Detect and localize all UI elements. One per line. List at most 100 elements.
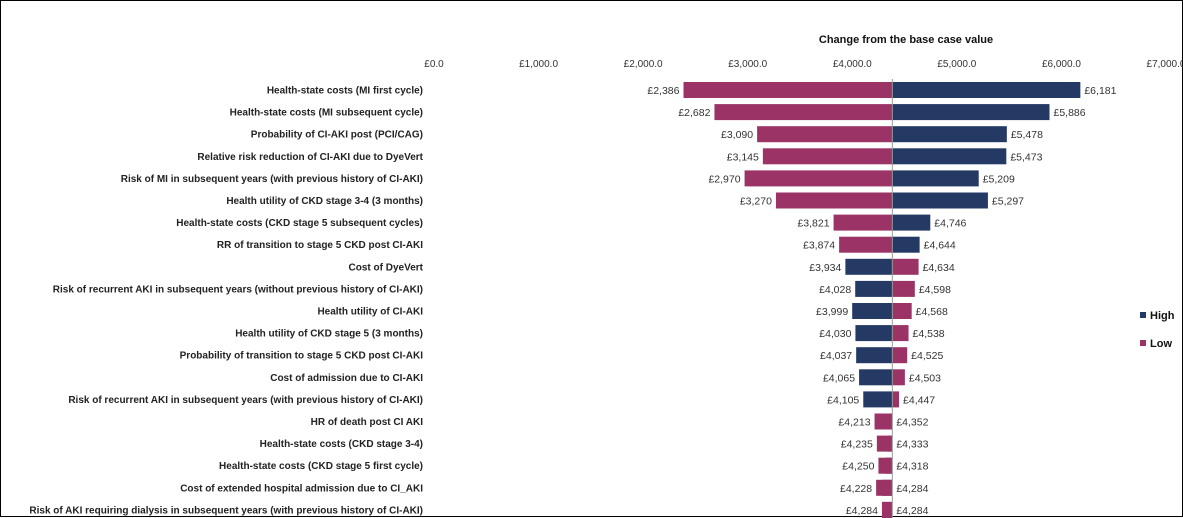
bar-low — [892, 280, 915, 297]
value-labels: £2,386 £6,181 £2,682 £5,886 £3,090 £5,478 £3,1… — [647, 85, 1116, 517]
value-label-left: £4,028 — [819, 284, 851, 296]
x-tick-label: £0.0 — [424, 59, 444, 70]
category-label: Health-state costs (MI subsequent cycle) — [230, 108, 423, 119]
value-label-left: £3,821 — [797, 218, 829, 230]
bar-high — [863, 391, 893, 408]
category-label: Health-state costs (CKD stage 3-4) — [260, 439, 423, 450]
value-label-right: £4,503 — [909, 372, 941, 384]
bar-low — [874, 413, 893, 430]
bar-high — [892, 148, 1007, 165]
x-tick-label: £5,000.0 — [937, 59, 976, 70]
value-label-left: £3,090 — [721, 129, 753, 141]
value-label-right: £4,333 — [896, 439, 928, 451]
value-label-right: £4,538 — [913, 328, 945, 340]
bar-low — [833, 214, 893, 231]
bar-low — [757, 126, 893, 143]
value-label-left: £3,270 — [740, 196, 772, 208]
category-label: Health utility of CKD stage 3-4 (3 month… — [226, 196, 423, 207]
bar-low — [881, 501, 893, 518]
x-tick-label: £2,000.0 — [624, 59, 663, 70]
category-label: Health utility of CI-AKI — [317, 307, 423, 318]
x-tick-label: £6,000.0 — [1042, 59, 1081, 70]
bar-high — [892, 214, 931, 231]
value-label-left: £4,065 — [823, 372, 855, 384]
value-label-right: £5,297 — [992, 196, 1024, 208]
legend-label-low: Low — [1150, 338, 1172, 350]
value-label-left: £3,145 — [727, 151, 759, 163]
x-tick-label: £1,000.0 — [519, 59, 558, 70]
category-label: Health-state costs (MI first cycle) — [267, 86, 423, 97]
category-label: RR of transition to stage 5 CKD post CI-… — [217, 240, 423, 251]
bar-low — [892, 303, 912, 319]
x-tick-label: £4,000.0 — [833, 59, 872, 70]
category-label: Health utility of CKD stage 5 (3 months) — [235, 329, 423, 340]
value-label-left: £4,235 — [841, 439, 873, 451]
x-tick-label: £3,000.0 — [728, 59, 767, 70]
category-labels: Health-state costs (MI first cycle) Healt… — [29, 86, 423, 517]
value-label-left: £2,386 — [647, 85, 679, 97]
value-label-right: £4,284 — [896, 483, 928, 495]
legend-label-high: High — [1150, 310, 1175, 322]
value-label-right: £4,568 — [916, 306, 948, 318]
value-label-left: £4,284 — [846, 505, 878, 517]
bar-low — [683, 82, 893, 98]
value-label-right: £5,473 — [1010, 151, 1042, 163]
bar-low — [762, 148, 893, 165]
bar-low — [892, 325, 909, 342]
value-label-left: £3,874 — [803, 240, 835, 252]
value-label-right: £4,284 — [896, 505, 928, 517]
x-axis-ticks: £0.0 £1,000.0 £2,000.0 £3,000.0 £4,000.0 £5,0… — [424, 59, 1183, 70]
bar-low — [878, 457, 893, 474]
value-label-left: £3,934 — [809, 262, 841, 274]
bar-high — [856, 347, 893, 364]
bar-high — [859, 369, 893, 386]
category-label: HR of death post CI AKI — [311, 417, 424, 428]
bar-low — [744, 170, 893, 187]
category-label: Cost of DyeVert — [349, 262, 424, 273]
bar-high — [855, 325, 893, 342]
bar-low — [892, 347, 908, 364]
bar-low — [876, 435, 893, 452]
legend: High Low — [1140, 310, 1175, 350]
bar-high — [892, 170, 979, 187]
bar-high — [845, 258, 893, 275]
value-label-left: £4,105 — [827, 394, 859, 406]
category-label: Risk of MI in subsequent years (with pre… — [121, 174, 423, 185]
value-label-right: £4,746 — [934, 218, 966, 230]
value-label-right: £4,634 — [923, 262, 955, 274]
bar-high — [892, 126, 1007, 143]
bar-low — [892, 391, 900, 408]
category-label: Probability of CI-AKI post (PCI/CAG) — [251, 130, 423, 141]
category-label: Risk of recurrent AKI in subsequent year… — [68, 395, 423, 406]
category-label: Health-state costs (CKD stage 5 subseque… — [176, 218, 423, 229]
bar-low — [839, 236, 893, 253]
bar-high — [892, 82, 1081, 98]
value-label-right: £4,352 — [896, 417, 928, 429]
bar-high — [892, 192, 988, 209]
value-label-left: £4,030 — [819, 328, 851, 340]
category-label: Relative risk reduction of CI-AKI due to… — [197, 152, 423, 163]
bars — [683, 82, 1081, 518]
value-label-left: £4,228 — [840, 483, 872, 495]
value-label-left: £3,999 — [816, 306, 848, 318]
value-label-right: £5,209 — [983, 173, 1015, 185]
bar-high — [855, 280, 893, 297]
category-label: Risk of AKI requiring dialysis in subseq… — [29, 505, 423, 516]
value-label-right: £6,181 — [1084, 85, 1116, 97]
bar-low — [876, 479, 893, 496]
bar-low — [714, 104, 893, 121]
value-label-left: £4,037 — [820, 350, 852, 362]
category-label: Cost of admission due to CI-AKI — [270, 373, 423, 384]
category-label: Probability of transition to stage 5 CKD… — [180, 351, 424, 362]
bar-high — [852, 303, 893, 319]
x-tick-label: £7,000.0 — [1147, 59, 1183, 70]
value-label-right: £4,318 — [896, 461, 928, 473]
category-label: Cost of extended hospital admission due … — [180, 483, 423, 494]
bar-high — [892, 104, 1050, 121]
value-label-left: £4,250 — [842, 461, 874, 473]
value-label-left: £2,970 — [708, 173, 740, 185]
bar-low — [775, 192, 893, 209]
legend-swatch-low — [1140, 340, 1146, 346]
value-label-right: £4,447 — [903, 394, 935, 406]
